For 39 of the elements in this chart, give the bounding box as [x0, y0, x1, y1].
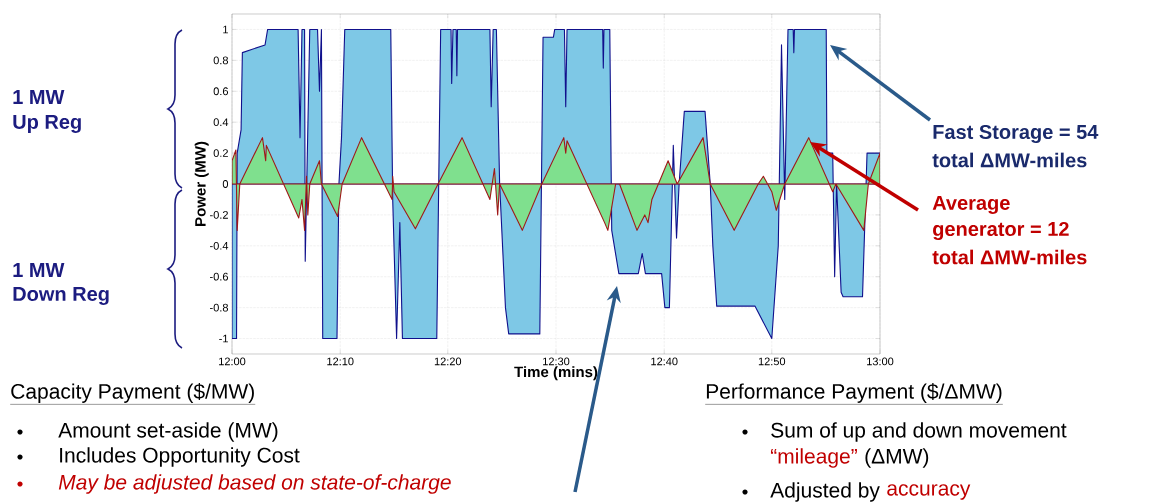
text: Average: [932, 195, 1010, 214]
text: Adjusted by: [770, 482, 880, 502]
x-tick-label: 12:00: [219, 357, 246, 366]
y-tick-label: -1: [219, 334, 228, 343]
text: “mileage”: [770, 448, 857, 468]
x-axis-title: Time (mins): [514, 366, 598, 381]
text: (ΔMW): [865, 448, 929, 468]
x-tick-label: 13:00: [867, 357, 894, 366]
text: Sum of up and down movement: [771, 422, 1067, 442]
y-tick-label: 0: [222, 180, 229, 188]
y-tick-label: 0.8: [213, 56, 228, 65]
y-tick-label: -0.8: [210, 303, 228, 312]
text: Fast Storage = 54: [933, 124, 1099, 144]
y-tick-label: 0.2: [213, 149, 228, 157]
text: Amount set-aside (MW): [58, 422, 278, 442]
text: Capacity Payment ($/MW): [11, 383, 254, 403]
x-tick-label: 12:20: [434, 357, 462, 366]
y-tick-label: 0.4: [213, 118, 229, 127]
x-tick-label: 12:50: [758, 357, 786, 366]
text: 1 MW: [13, 90, 65, 104]
text: Up Reg: [13, 114, 81, 133]
x-tick-label: 12:30: [543, 357, 570, 366]
text: total ΔMW-miles: [932, 152, 1087, 168]
text: generator = 12: [933, 221, 1069, 241]
text: total ΔMW-miles: [932, 249, 1087, 265]
x-tick-label: 12:40: [651, 357, 678, 366]
text: Down Reg: [13, 286, 109, 305]
y-tick-label: -0.4: [210, 241, 229, 250]
y-tick-label: 1: [223, 25, 228, 34]
text: Includes Opportunity Cost: [60, 447, 300, 467]
text: Performance Payment ($/ΔMW): [706, 383, 1002, 403]
x-tick-label: 12:10: [327, 357, 354, 366]
y-axis-title: Power (MW): [194, 141, 209, 226]
text: accuracy: [887, 484, 971, 500]
y-tick-label: -0.2: [210, 211, 228, 219]
y-tick-label: -0.6: [210, 272, 228, 281]
text: 1 MW: [13, 263, 65, 277]
text: May be adjusted based on state-of-charge: [58, 474, 451, 494]
y-tick-label: 0.6: [213, 87, 228, 96]
